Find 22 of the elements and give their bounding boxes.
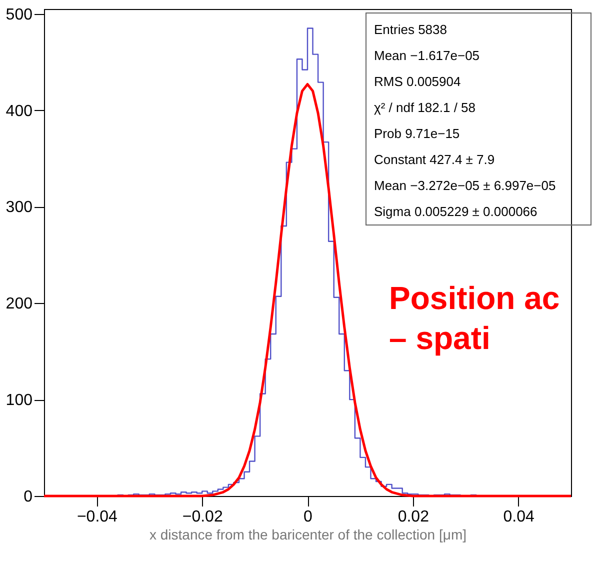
y-tick-label: 200 xyxy=(6,296,33,313)
annotation: RMS 0.005904 xyxy=(374,74,461,89)
x-tick-label: 0.02 xyxy=(398,508,430,526)
annotation: Prob 9.71e−15 xyxy=(374,126,460,141)
x-tick-label: −0.04 xyxy=(76,508,118,526)
x-tick-label: 0 xyxy=(304,508,313,526)
x-axis-title: x distance from the baricenter of the collection [μm] xyxy=(150,526,466,542)
annotation: Mean −3.272e−05 ± 6.997e−05 xyxy=(374,178,556,193)
y-tick-label: 100 xyxy=(6,392,33,410)
annotation: Constant 427.4 ± 7.9 xyxy=(374,152,495,167)
annotation: χ² / ndf 182.1 / 58 xyxy=(374,100,476,115)
annotation: – spati xyxy=(389,320,490,356)
annotation: Entries 5838 xyxy=(374,22,447,37)
y-tick-label: 0 xyxy=(24,488,33,506)
annotation: Sigma 0.005229 ± 0.000066 xyxy=(374,204,538,219)
y-tick-label: 300 xyxy=(6,199,33,216)
x-tick-label: −0.02 xyxy=(182,508,223,526)
annotation: Mean −1.617e−05 xyxy=(374,48,480,63)
annotation: Position ac xyxy=(389,280,560,316)
x-tick-label: 0.04 xyxy=(503,508,534,526)
y-tick-label: 400 xyxy=(6,102,33,120)
y-tick-label: 500 xyxy=(6,6,33,24)
